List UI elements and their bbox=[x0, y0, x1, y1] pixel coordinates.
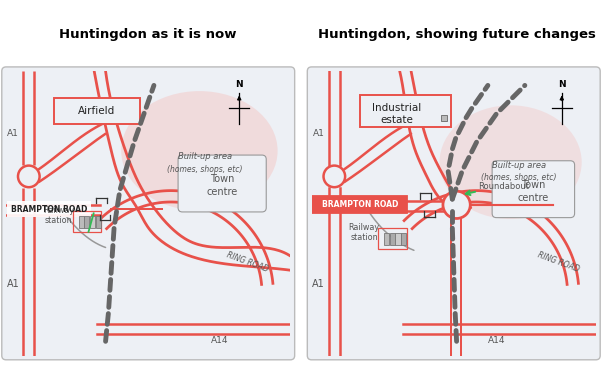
Text: Town: Town bbox=[210, 174, 234, 184]
Bar bbox=[441, 115, 447, 121]
Text: Built-up area: Built-up area bbox=[178, 152, 232, 161]
Bar bbox=[401, 233, 407, 245]
Text: BRAMPTON ROAD: BRAMPTON ROAD bbox=[322, 200, 398, 209]
FancyBboxPatch shape bbox=[312, 196, 407, 213]
Text: Railway: Railway bbox=[348, 223, 380, 232]
FancyBboxPatch shape bbox=[178, 155, 266, 212]
FancyBboxPatch shape bbox=[307, 67, 600, 360]
Text: Town: Town bbox=[521, 180, 546, 190]
Text: (homes, shops, etc): (homes, shops, etc) bbox=[482, 173, 557, 182]
Bar bbox=[90, 216, 95, 227]
Text: RING ROAD: RING ROAD bbox=[537, 250, 581, 274]
Circle shape bbox=[443, 191, 470, 218]
Text: Huntingdon as it is now: Huntingdon as it is now bbox=[59, 28, 237, 41]
Circle shape bbox=[18, 166, 39, 187]
Text: Huntingdon, showing future changes: Huntingdon, showing future changes bbox=[318, 28, 596, 41]
Bar bbox=[384, 233, 389, 245]
Bar bbox=[79, 216, 83, 227]
Text: Railway: Railway bbox=[43, 207, 74, 215]
Text: BRAMPTON ROAD: BRAMPTON ROAD bbox=[10, 205, 87, 214]
Bar bbox=[396, 233, 401, 245]
FancyBboxPatch shape bbox=[54, 98, 140, 124]
FancyBboxPatch shape bbox=[492, 161, 575, 218]
Text: A14: A14 bbox=[488, 336, 505, 345]
Bar bbox=[84, 216, 90, 227]
Text: (homes, shops, etc): (homes, shops, etc) bbox=[168, 165, 243, 174]
Bar bbox=[96, 216, 101, 227]
Text: Roundabout: Roundabout bbox=[478, 182, 529, 191]
Text: estate: estate bbox=[381, 115, 413, 125]
Text: A1: A1 bbox=[7, 279, 19, 290]
Bar bbox=[73, 211, 101, 232]
Text: Airfield: Airfield bbox=[79, 106, 116, 116]
Ellipse shape bbox=[439, 105, 581, 219]
Text: N: N bbox=[558, 80, 566, 89]
Text: A1: A1 bbox=[312, 279, 325, 290]
Text: Built-up area: Built-up area bbox=[492, 160, 546, 170]
FancyBboxPatch shape bbox=[2, 67, 295, 360]
Text: RING ROAD: RING ROAD bbox=[226, 250, 270, 274]
Bar bbox=[378, 227, 407, 249]
Text: N: N bbox=[235, 80, 243, 89]
Text: station: station bbox=[45, 216, 73, 225]
FancyBboxPatch shape bbox=[7, 200, 91, 217]
Ellipse shape bbox=[121, 91, 278, 211]
Text: station: station bbox=[350, 234, 378, 242]
Text: Industrial: Industrial bbox=[372, 102, 422, 112]
FancyBboxPatch shape bbox=[360, 95, 451, 126]
Text: centre: centre bbox=[206, 187, 238, 197]
Text: A1: A1 bbox=[313, 129, 325, 138]
Circle shape bbox=[324, 166, 345, 187]
Text: A14: A14 bbox=[211, 336, 228, 345]
Text: A1: A1 bbox=[7, 129, 19, 138]
Bar bbox=[390, 233, 395, 245]
Text: centre: centre bbox=[518, 192, 549, 203]
